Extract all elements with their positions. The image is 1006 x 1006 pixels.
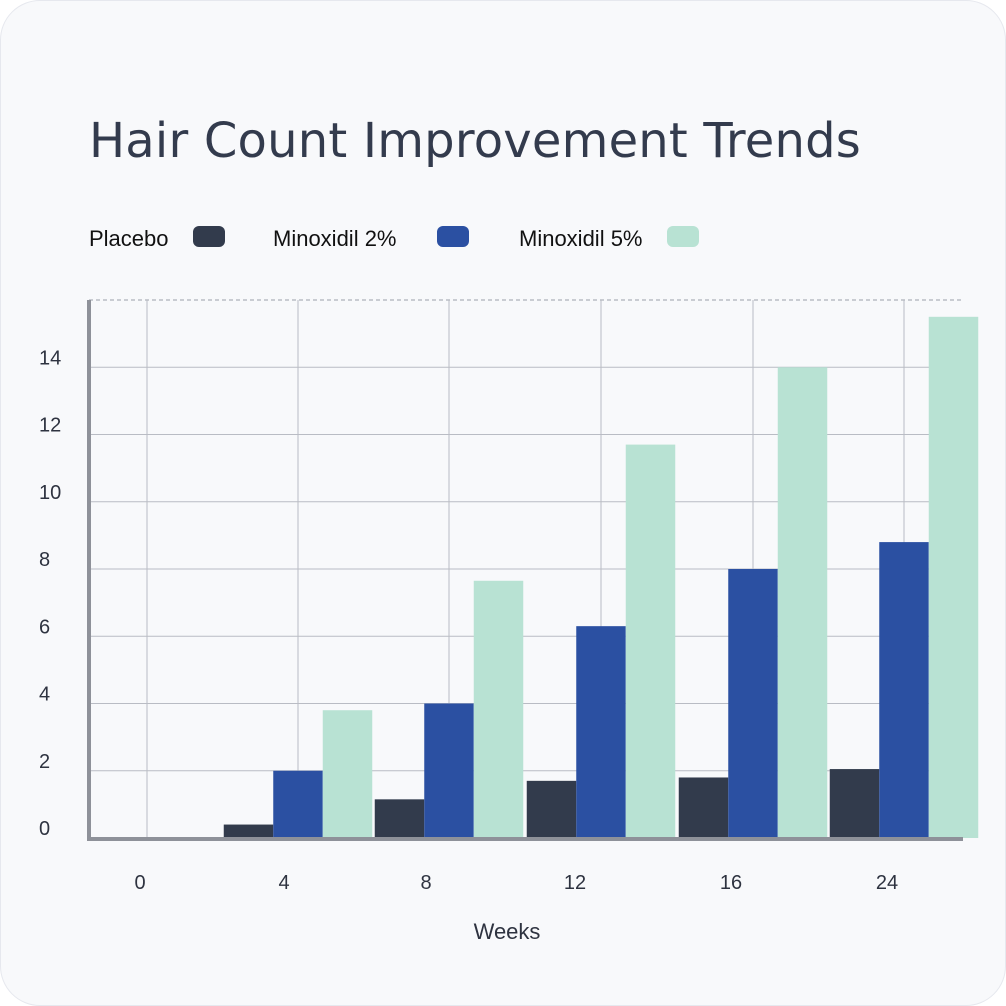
legend-swatch-placebo [193, 226, 225, 247]
y-tick-label: 12 [39, 415, 61, 437]
grid-lines [89, 299, 963, 838]
x-tick-label: 24 [876, 872, 898, 894]
y-tick-label: 6 [39, 616, 50, 638]
y-tick-label: 2 [39, 751, 50, 773]
y-tick-label: 4 [39, 684, 50, 706]
x-tick-label: 0 [134, 872, 145, 894]
x-tick-label: 4 [278, 872, 289, 894]
bar-minoxidil-5--week-12 [625, 444, 676, 838]
axes [87, 300, 963, 841]
bar-placebo-week-8 [374, 799, 425, 838]
bar-minoxidil-5--week-24 [928, 316, 979, 838]
y-axis-ticks: 0 2 4 6 8 10 12 14 [39, 347, 61, 840]
x-tick-label: 12 [564, 872, 586, 894]
bars [223, 316, 979, 838]
bar-minoxidil-2--week-24 [879, 542, 929, 838]
y-tick-label: 0 [39, 818, 50, 840]
x-tick-label: 16 [720, 872, 742, 894]
legend-swatch-minoxidil-2 [437, 226, 469, 247]
bar-minoxidil-2--week-4 [273, 770, 323, 838]
bar-minoxidil-2--week-16 [728, 569, 778, 838]
bar-minoxidil-5--week-16 [777, 367, 828, 838]
bar-placebo-week-16 [678, 777, 729, 838]
bar-minoxidil-2--week-8 [424, 703, 474, 838]
y-tick-label: 14 [39, 347, 61, 369]
chart-title: Hair Count Improvement Trends [89, 113, 861, 169]
legend-swatch-minoxidil-5 [667, 226, 699, 247]
bar-minoxidil-5--week-8 [473, 580, 524, 838]
bar-placebo-week-12 [526, 780, 577, 838]
legend-label-placebo: Placebo [89, 226, 169, 251]
bar-minoxidil-5--week-4 [322, 710, 373, 838]
bar-placebo-week-4 [223, 824, 274, 838]
legend-label-minoxidil-5: Minoxidil 5% [519, 226, 643, 251]
y-tick-label: 10 [39, 482, 61, 504]
x-tick-label: 8 [420, 872, 431, 894]
x-axis-ticks: 0 4 8 12 16 24 [134, 872, 898, 894]
bar-minoxidil-2--week-12 [576, 626, 626, 838]
legend-label-minoxidil-2: Minoxidil 2% [273, 226, 397, 251]
y-tick-label: 8 [39, 549, 50, 571]
bar-placebo-week-24 [829, 769, 880, 838]
x-axis-label: Weeks [474, 919, 541, 944]
